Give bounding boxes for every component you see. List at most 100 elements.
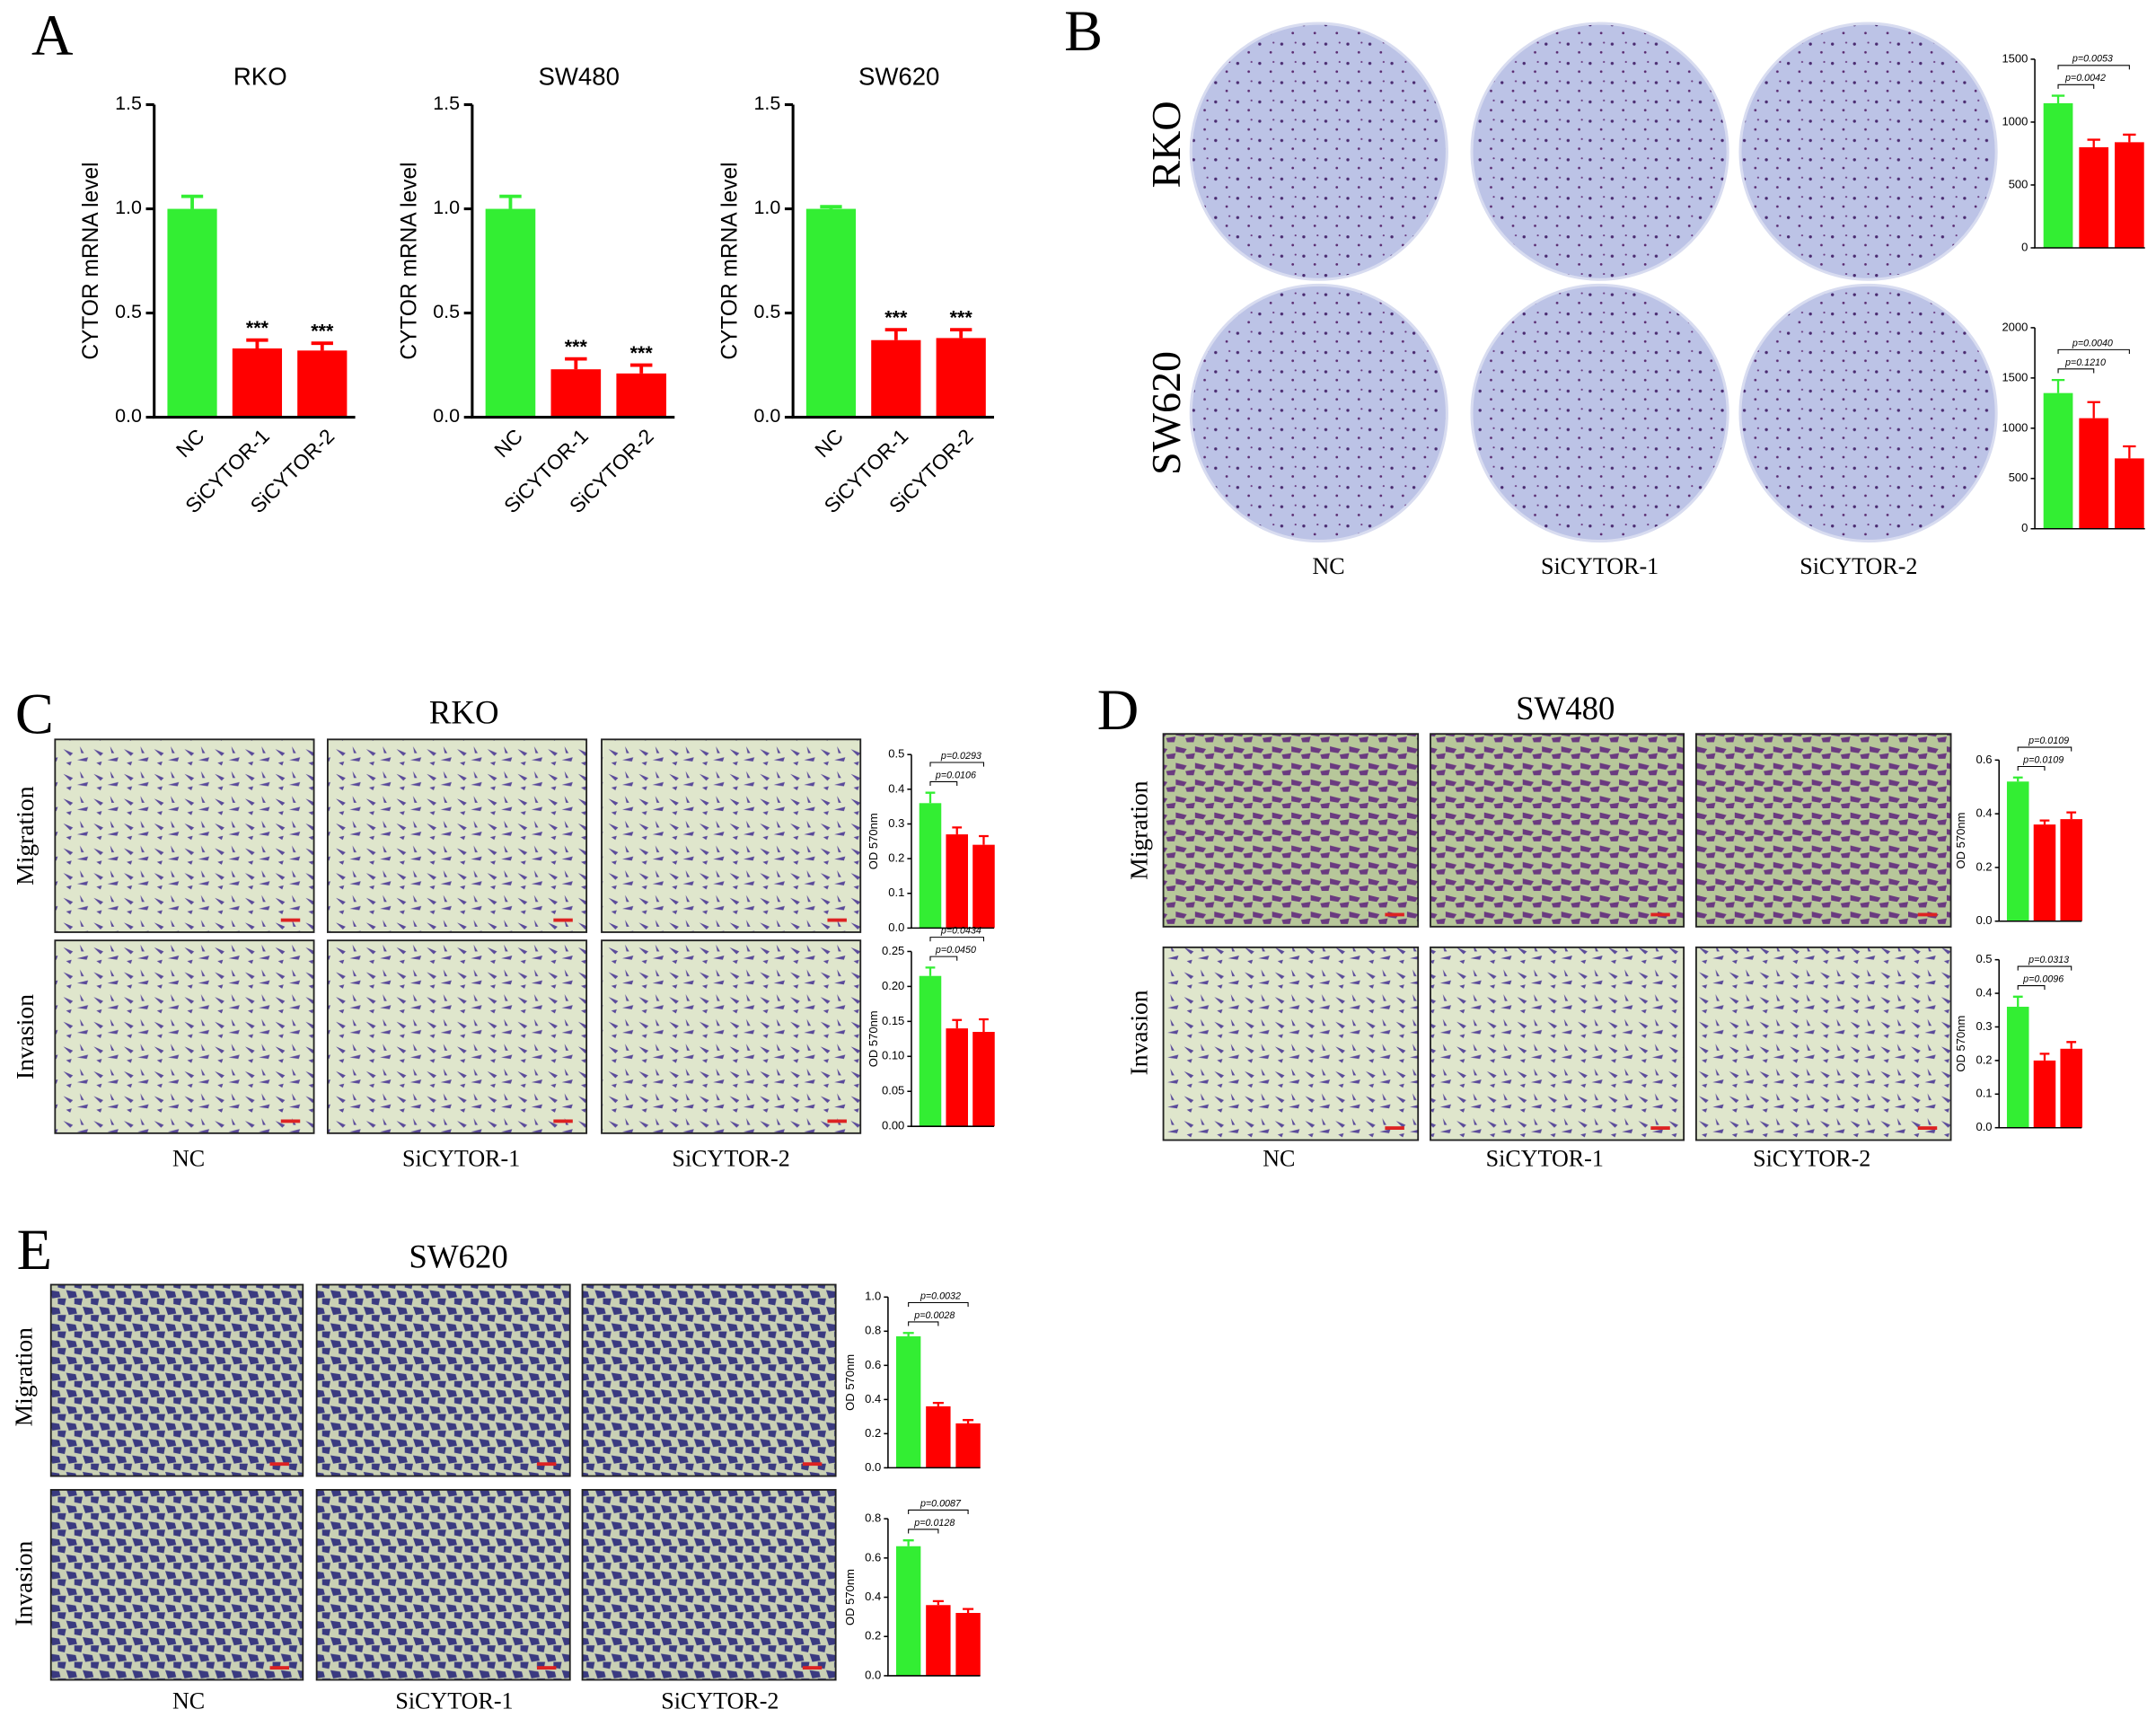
y-axis-label: OD 570nm xyxy=(843,1354,857,1411)
y-tick-label: 0.0 xyxy=(115,405,142,427)
y-tick-label: 0.5 xyxy=(433,301,460,322)
row-label: Invasion xyxy=(1124,990,1152,1075)
y-axis-label: OD 570nm xyxy=(1954,1016,1967,1072)
y-tick-label: 0.0 xyxy=(433,405,460,427)
p-value: p=0.0087 xyxy=(920,1498,962,1509)
column-label: SiCYTOR-1 xyxy=(1486,1145,1604,1171)
y-tick-label: 0.1 xyxy=(888,885,904,899)
scale-bar xyxy=(1917,912,1938,917)
scale-bar xyxy=(269,1666,289,1670)
p-value: p=0.0109 xyxy=(2022,754,2064,765)
y-tick-label: 500 xyxy=(2009,471,2028,484)
bar xyxy=(919,975,942,1127)
p-value: p=0.0042 xyxy=(2064,73,2106,84)
significance-label: *** xyxy=(565,336,588,357)
bar xyxy=(972,1032,995,1127)
error-bar xyxy=(950,328,972,339)
error-bar xyxy=(2123,133,2136,143)
error-bar xyxy=(902,1332,914,1337)
y-tick-label: 0.5 xyxy=(115,301,142,322)
y-tick-label: 0.2 xyxy=(865,1426,881,1440)
column-label: NC xyxy=(172,1145,205,1171)
transwell-photo xyxy=(326,939,588,1134)
bar xyxy=(871,339,921,418)
transwell-photo xyxy=(581,1283,837,1477)
x-tick-label: NC xyxy=(489,424,527,462)
error-bar xyxy=(180,194,204,209)
p-value: p=0.0106 xyxy=(935,770,976,780)
significance-bracket xyxy=(908,1529,939,1534)
scale-bar xyxy=(1650,912,1670,917)
transwell-photo xyxy=(49,1489,304,1681)
error-bar xyxy=(311,341,333,351)
p-value: p=0.0032 xyxy=(920,1291,961,1301)
significance-bracket xyxy=(908,1509,969,1515)
scale-bar xyxy=(1385,912,1404,917)
column-label: SiCYTOR-1 xyxy=(402,1145,520,1171)
transwell-photo xyxy=(315,1283,571,1477)
column-label: NC xyxy=(1312,553,1344,579)
significance-bracket xyxy=(2017,965,2072,971)
column-label: SiCYTOR-1 xyxy=(395,1688,513,1714)
significance-bracket xyxy=(2057,65,2130,70)
error-bar xyxy=(979,1018,989,1033)
panel-letter: B xyxy=(1064,0,1103,63)
error-bar xyxy=(932,1599,944,1606)
column-label: NC xyxy=(172,1688,205,1714)
y-tick-label: 0.8 xyxy=(865,1511,881,1525)
significance-label: *** xyxy=(246,317,269,339)
bar xyxy=(2043,392,2073,529)
bar xyxy=(2033,1060,2056,1128)
error-bar xyxy=(932,1402,944,1406)
error-bar xyxy=(2087,138,2100,147)
p-value: p=0.0450 xyxy=(935,945,976,956)
transwell-photo xyxy=(581,1489,837,1681)
scale-bar xyxy=(553,918,573,922)
transwell-photo xyxy=(326,738,588,933)
error-bar xyxy=(2012,995,2023,1008)
y-tick-label: 0.4 xyxy=(888,781,904,795)
plate-photo xyxy=(1738,283,1998,543)
bar xyxy=(972,844,995,929)
y-tick-label: 1.0 xyxy=(753,197,780,218)
y-tick-label: 0.15 xyxy=(882,1014,904,1027)
significance-bracket xyxy=(2057,84,2095,89)
y-tick-label: 0.2 xyxy=(865,1629,881,1643)
bar xyxy=(2060,1048,2082,1128)
y-tick-label: 0.0 xyxy=(1976,913,1992,927)
bar xyxy=(946,834,968,929)
bar xyxy=(2115,458,2144,529)
transwell-photo xyxy=(1430,946,1685,1141)
y-axis-label: OD 570nm xyxy=(867,1010,880,1067)
column-label: SiCYTOR-2 xyxy=(661,1688,779,1714)
row-label: Migration xyxy=(9,1327,37,1427)
column-label: SiCYTOR-2 xyxy=(673,1145,790,1171)
y-tick-label: 1.0 xyxy=(115,197,142,218)
transwell-photo xyxy=(601,738,862,933)
p-value: p=0.0313 xyxy=(2028,955,2069,965)
bar xyxy=(550,369,602,418)
y-axis-label: OD 570nm xyxy=(1954,813,1967,869)
panel-title: SW480 xyxy=(1516,690,1615,727)
transwell-photo xyxy=(54,738,315,933)
scale-bar xyxy=(536,1462,557,1467)
y-tick-label: 0.2 xyxy=(888,851,904,865)
significance-label: *** xyxy=(630,342,654,364)
y-tick-label: 0.4 xyxy=(1976,806,1992,820)
y-tick-label: 1000 xyxy=(2002,420,2028,434)
bar xyxy=(2115,142,2144,248)
significance-bracket xyxy=(2057,348,2130,354)
y-tick-label: 0.4 xyxy=(865,1392,881,1405)
p-value: p=0.0040 xyxy=(2072,338,2113,348)
x-tick-label: NC xyxy=(810,424,848,462)
error-bar xyxy=(2012,776,2023,782)
panel-letter: D xyxy=(1097,678,1140,742)
y-tick-label: 0.2 xyxy=(1976,1053,1992,1066)
error-bar xyxy=(952,1018,963,1029)
row-label: Invasion xyxy=(9,1541,37,1626)
chart-title: RKO xyxy=(233,63,287,91)
y-tick-label: 0.3 xyxy=(888,816,904,830)
column-label: SiCYTOR-2 xyxy=(1753,1145,1870,1171)
y-tick-label: 0.6 xyxy=(865,1358,881,1371)
y-tick-label: 0.0 xyxy=(888,921,904,934)
